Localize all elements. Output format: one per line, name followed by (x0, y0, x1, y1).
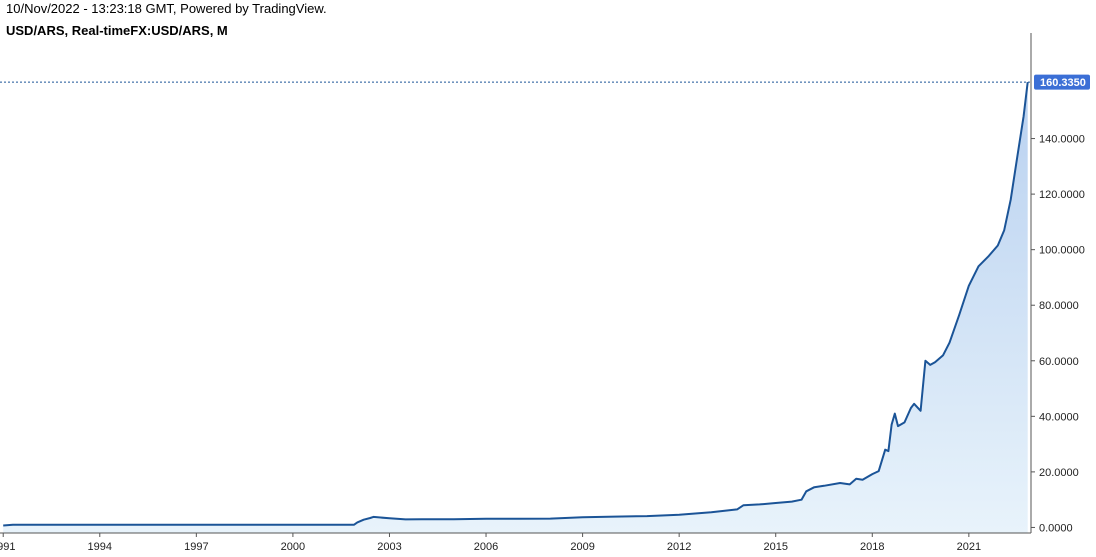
y-tick-label: 80.0000 (1039, 300, 1079, 312)
x-tick-label: 2000 (281, 541, 305, 553)
y-tick-label: 140.0000 (1039, 134, 1085, 146)
x-tick-label: 2021 (957, 541, 981, 553)
last-price-badge: 160.3350 (1034, 74, 1090, 90)
y-tick-label: 100.0000 (1039, 245, 1085, 257)
last-price-label: 160.3350 (1040, 77, 1086, 89)
y-axis-ticks: 0.0000 20.0000 40.0000 60.0000 80.0000 100.00… (1031, 134, 1085, 534)
price-area-fill (3, 82, 1028, 533)
x-tick-label: 2006 (474, 541, 498, 553)
chart-symbol-title: USD/ARS, Real-timeFX:USD/ARS, M (6, 23, 228, 38)
x-tick-label: 1991 (0, 541, 15, 553)
y-tick-label: 0.0000 (1039, 522, 1073, 534)
x-tick-label: 2015 (763, 541, 787, 553)
y-tick-label: 40.0000 (1039, 411, 1079, 423)
y-tick-label: 20.0000 (1039, 467, 1079, 479)
y-tick-label: 60.0000 (1039, 356, 1079, 368)
x-tick-label: 2012 (667, 541, 691, 553)
x-tick-label: 2009 (570, 541, 594, 553)
x-tick-label: 1997 (184, 541, 208, 553)
y-tick-label: 120.0000 (1039, 189, 1085, 201)
x-tick-label: 2018 (860, 541, 884, 553)
price-line (3, 81, 1029, 527)
x-tick-label: 1994 (88, 541, 112, 553)
chart-timestamp: 10/Nov/2022 - 13:23:18 GMT, Powered by T… (6, 1, 327, 16)
x-axis-ticks: 1991 1994 1997 2000 2003 2006 2009 2012 2015 2018… (0, 533, 981, 553)
last-price-badge-bg (1034, 74, 1090, 90)
x-tick-label: 2003 (377, 541, 401, 553)
